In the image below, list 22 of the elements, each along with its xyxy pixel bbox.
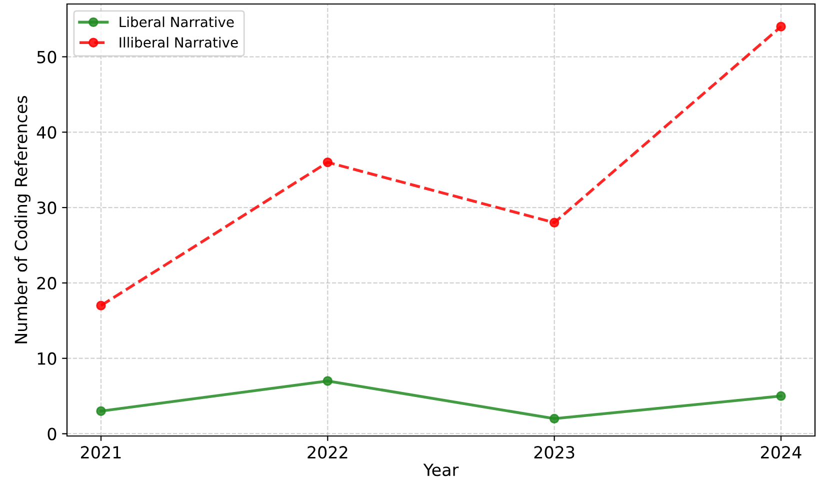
x-tick-label: 2024 [761, 446, 802, 459]
point [322, 376, 333, 386]
y-tick-label: 20 [37, 276, 56, 290]
y-tick-label: 30 [37, 202, 56, 214]
point [96, 300, 106, 310]
legend-label: Liberal Narrative [120, 16, 234, 28]
y-tick-label: 50 [37, 50, 56, 64]
point [776, 22, 786, 32]
x-axis-title: Year [423, 464, 459, 476]
point [322, 157, 333, 168]
point [776, 391, 786, 401]
x-tick-label: 2022 [308, 446, 348, 459]
legend-label: Illiberal Narrative [120, 36, 238, 48]
point [549, 218, 560, 228]
x-tick-label: 2021 [81, 446, 121, 459]
point [96, 406, 106, 416]
y-tick-label: 10 [38, 352, 56, 365]
x-tick-label: 2023 [534, 446, 574, 459]
y-tick-label: 40 [36, 126, 56, 139]
y-tick-label: 0 [48, 428, 56, 440]
y-axis-title: Number of Coding References [14, 96, 31, 344]
point [549, 414, 560, 424]
